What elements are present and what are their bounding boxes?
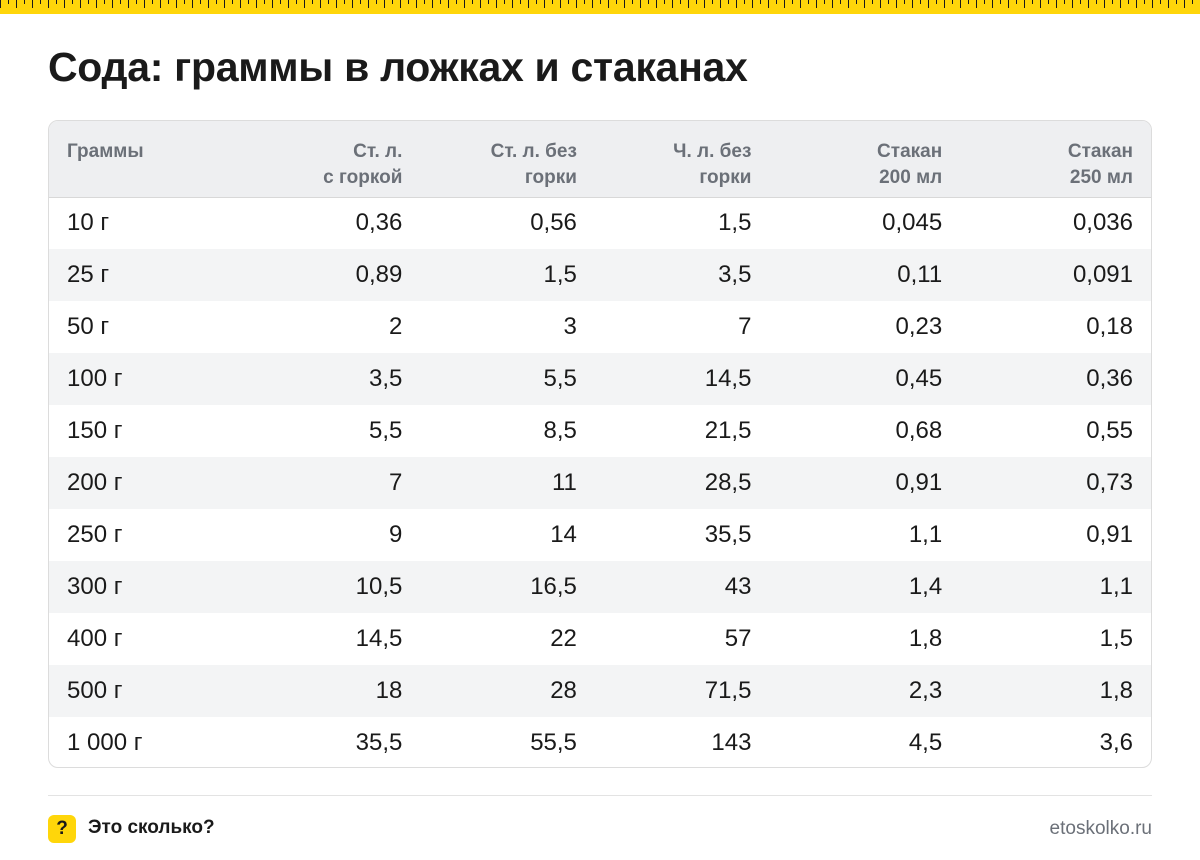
table-row: 50 г 2 3 7 0,23 0,18: [49, 301, 1151, 353]
table-row: 250 г 9 14 35,5 1,1 0,91: [49, 509, 1151, 561]
cell-grams: 400 г: [67, 625, 123, 652]
cell-teaspoon-level: 28,5: [594, 457, 770, 509]
cell-glass-200: 0,045: [882, 209, 943, 237]
cell-glass-250: 0,55: [1086, 417, 1133, 444]
cell-grams: 200 г: [49, 457, 232, 509]
cell-glass-200: 0,91: [769, 457, 961, 509]
brand-name: Это сколько?: [88, 817, 215, 838]
cell-glass-200: 2,3: [769, 665, 961, 717]
cell-glass-250: 1,5: [1099, 625, 1133, 652]
cell-tablespoon-level: 14: [550, 521, 577, 548]
cell-tablespoon-heaped: 35,5: [355, 729, 403, 756]
cell-glass-250: 1,1: [960, 561, 1151, 613]
site-url: etoskolko.ru: [1049, 818, 1152, 839]
table-header: Граммы Ст. л. с горкой Ст. л. без горки …: [49, 121, 1151, 198]
cell-tablespoon-heaped: 3,5: [231, 353, 421, 405]
cell-glass-250: 0,18: [1086, 313, 1133, 340]
cell-grams: 500 г: [49, 665, 232, 717]
cell-tablespoon-level: 28: [420, 665, 595, 717]
cell-glass-200: 0,23: [895, 313, 943, 340]
table-row: 100 г 3,5 5,5 14,5 0,45 0,36: [49, 353, 1151, 405]
cell-tablespoon-level: 0,56: [530, 209, 577, 237]
cell-tablespoon-heaped: 2: [389, 313, 403, 340]
cell-tablespoon-heaped: 18: [231, 665, 421, 717]
cell-teaspoon-level: 57: [724, 625, 752, 652]
cell-glass-250: 0,036: [1072, 209, 1133, 237]
cell-glass-250: 1,8: [960, 665, 1151, 717]
column-header-teaspoon-level: Ч. л. без горки: [594, 121, 770, 198]
cell-tablespoon-heaped: 9: [389, 521, 403, 548]
cell-glass-250: 0,91: [1086, 521, 1133, 548]
cell-tablespoon-level: 8,5: [543, 417, 577, 444]
cell-tablespoon-heaped: 7: [231, 457, 421, 509]
cell-teaspoon-level: 35,5: [704, 521, 752, 548]
cell-glass-250: 0,091: [960, 249, 1151, 301]
table-body: 10 г 0,36 0,56 1,5 0,045 0,036 25 г 0,89 1,5 3,5 0…: [49, 197, 1151, 767]
cell-tablespoon-level: 16,5: [420, 561, 595, 613]
cell-grams: 300 г: [49, 561, 232, 613]
cell-tablespoon-heaped: 14,5: [355, 625, 403, 652]
cell-glass-200: 0,68: [895, 417, 943, 444]
cell-glass-200: 1,1: [908, 521, 943, 548]
column-header-tablespoon-level: Ст. л. без горки: [420, 121, 595, 198]
table-row: 500 г 18 28 71,5 2,3 1,8: [49, 665, 1151, 717]
cell-glass-250: 3,6: [1099, 729, 1133, 756]
footer-divider: [48, 795, 1152, 796]
table-row: 1 000 г 35,5 55,5 143 4,5 3,6: [49, 717, 1151, 767]
table-row: 300 г 10,5 16,5 43 1,4 1,1: [49, 561, 1151, 613]
table-header-row: Граммы Ст. л. с горкой Ст. л. без горки …: [49, 121, 1151, 198]
cell-teaspoon-level: 14,5: [594, 353, 770, 405]
table-row: 150 г 5,5 8,5 21,5 0,68 0,55: [49, 405, 1151, 457]
cell-teaspoon-level: 7: [738, 313, 752, 340]
conversion-table: Граммы Ст. л. с горкой Ст. л. без горки …: [49, 121, 1151, 767]
cell-tablespoon-heaped: 0,36: [355, 209, 403, 237]
cell-glass-200: 0,45: [769, 353, 961, 405]
column-header-tablespoon-heaped: Ст. л. с горкой: [231, 121, 421, 198]
cell-grams: 250 г: [67, 521, 123, 548]
cell-tablespoon-level: 3: [563, 313, 577, 340]
cell-grams: 10 г: [67, 209, 110, 237]
cell-teaspoon-level: 43: [594, 561, 770, 613]
cell-tablespoon-level: 5,5: [420, 353, 595, 405]
cell-grams: 25 г: [49, 249, 232, 301]
cell-glass-200: 0,11: [769, 249, 961, 301]
cell-tablespoon-heaped: 10,5: [231, 561, 421, 613]
cell-tablespoon-level: 22: [550, 625, 577, 652]
cell-grams: 1 000 г: [67, 729, 143, 756]
cell-tablespoon-level: 55,5: [530, 729, 577, 756]
column-header-glass-250: Стакан 250 мл: [960, 121, 1151, 198]
cell-grams: 100 г: [49, 353, 232, 405]
table-row: 25 г 0,89 1,5 3,5 0,11 0,091: [49, 249, 1151, 301]
brand-question-icon: ?: [48, 815, 76, 843]
cell-glass-200: 1,4: [769, 561, 961, 613]
column-header-grams: Граммы: [49, 121, 232, 198]
cell-tablespoon-heaped: 0,89: [231, 249, 421, 301]
cell-glass-200: 4,5: [908, 729, 943, 756]
cell-teaspoon-level: 71,5: [594, 665, 770, 717]
cell-tablespoon-heaped: 5,5: [369, 417, 403, 444]
conversion-table-card: Граммы Ст. л. с горкой Ст. л. без горки …: [48, 120, 1152, 768]
cell-tablespoon-level: 1,5: [420, 249, 595, 301]
cell-teaspoon-level: 3,5: [594, 249, 770, 301]
cell-glass-250: 0,73: [960, 457, 1151, 509]
cell-glass-250: 0,36: [960, 353, 1151, 405]
page-title: Сода: граммы в ложках и стаканах: [48, 44, 748, 90]
ruler-decoration: [0, 0, 1200, 14]
cell-tablespoon-level: 11: [420, 457, 595, 509]
cell-grams: 150 г: [67, 417, 123, 444]
cell-teaspoon-level: 21,5: [704, 417, 752, 444]
column-header-glass-200: Стакан 200 мл: [769, 121, 961, 198]
table-row: 10 г 0,36 0,56 1,5 0,045 0,036: [49, 197, 1151, 249]
table-row: 200 г 7 11 28,5 0,91 0,73: [49, 457, 1151, 509]
table-row: 400 г 14,5 22 57 1,8 1,5: [49, 613, 1151, 665]
cell-teaspoon-level: 143: [711, 729, 752, 756]
cell-glass-200: 1,8: [908, 625, 943, 652]
cell-grams: 50 г: [67, 313, 110, 340]
cell-teaspoon-level: 1,5: [718, 209, 752, 237]
